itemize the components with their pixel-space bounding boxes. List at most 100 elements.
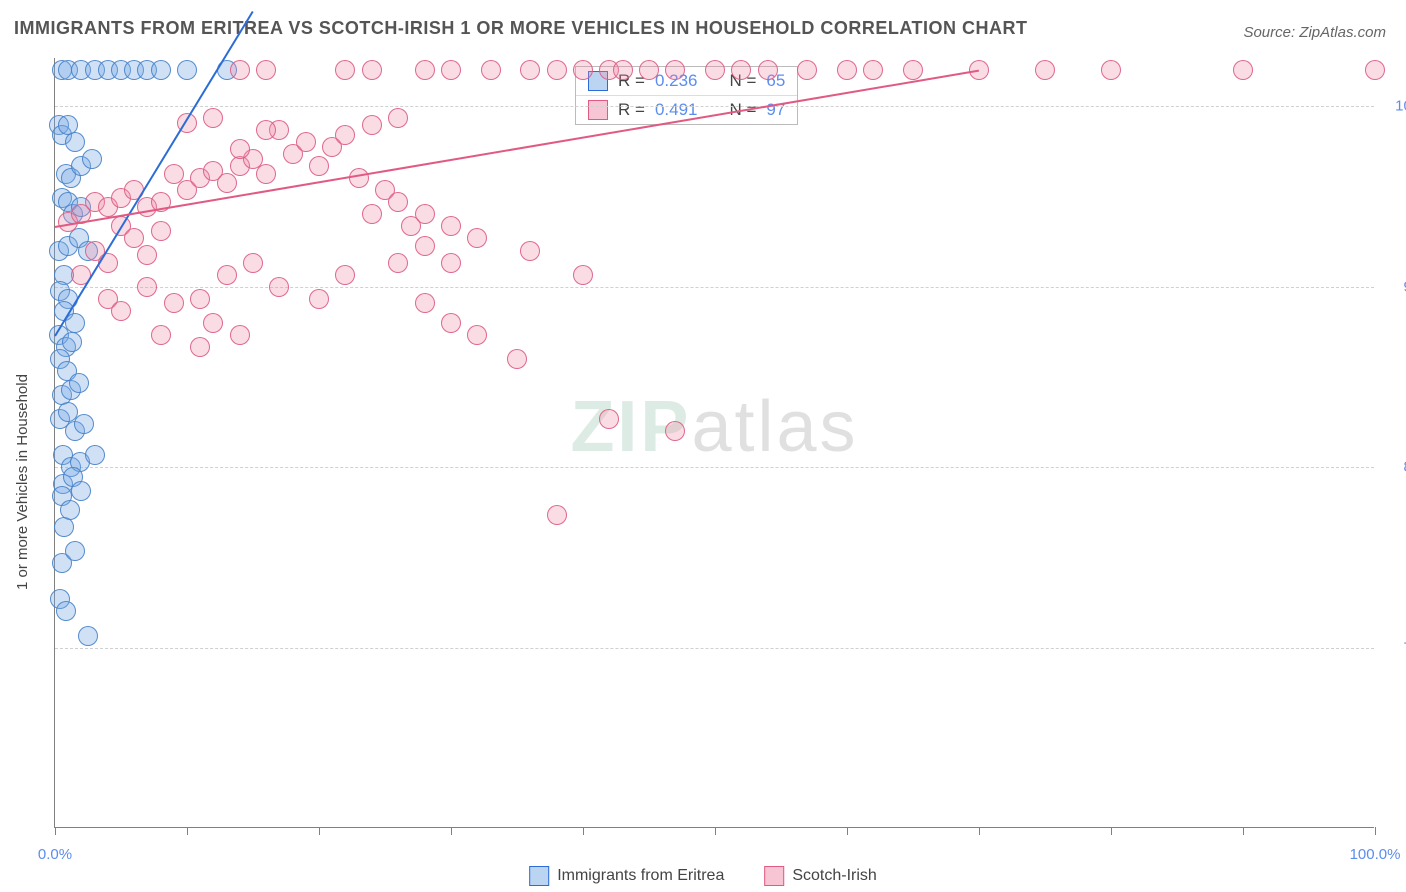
- gridline-h: [55, 106, 1374, 107]
- data-point-pink: [613, 60, 633, 80]
- data-point-pink: [335, 265, 355, 285]
- data-point-blue: [71, 481, 91, 501]
- data-point-blue: [54, 517, 74, 537]
- x-tick: [1111, 827, 1112, 835]
- data-point-pink: [230, 325, 250, 345]
- data-point-pink: [256, 120, 276, 140]
- data-point-pink: [520, 241, 540, 261]
- data-point-blue: [69, 373, 89, 393]
- data-point-pink: [190, 289, 210, 309]
- data-point-pink: [388, 192, 408, 212]
- data-point-blue: [78, 626, 98, 646]
- legend-swatch-blue-icon: [529, 866, 549, 886]
- gridline-h: [55, 467, 1374, 468]
- data-point-pink: [164, 164, 184, 184]
- x-tick: [319, 827, 320, 835]
- x-tick: [583, 827, 584, 835]
- data-point-pink: [415, 236, 435, 256]
- x-tick-label: 100.0%: [1350, 846, 1401, 863]
- data-point-pink: [349, 168, 369, 188]
- data-point-pink: [296, 132, 316, 152]
- x-tick: [451, 827, 452, 835]
- data-point-pink: [573, 265, 593, 285]
- data-point-pink: [1233, 60, 1253, 80]
- data-point-pink: [203, 108, 223, 128]
- data-point-pink: [1101, 60, 1121, 80]
- y-tick-label: 92.5%: [1382, 278, 1406, 295]
- data-point-blue: [62, 332, 82, 352]
- r-value-2: 0.491: [655, 100, 698, 120]
- data-point-pink: [415, 204, 435, 224]
- data-point-pink: [309, 289, 329, 309]
- data-point-pink: [441, 216, 461, 236]
- data-point-pink: [203, 313, 223, 333]
- data-point-pink: [441, 313, 461, 333]
- data-point-pink: [309, 156, 329, 176]
- data-point-pink: [507, 349, 527, 369]
- data-point-pink: [217, 173, 237, 193]
- data-point-blue: [65, 541, 85, 561]
- data-point-pink: [217, 265, 237, 285]
- data-point-blue: [85, 445, 105, 465]
- data-point-pink: [362, 60, 382, 80]
- data-point-pink: [573, 60, 593, 80]
- data-point-pink: [269, 277, 289, 297]
- legend-label-2: Scotch-Irish: [792, 867, 876, 885]
- x-tick: [1243, 827, 1244, 835]
- data-point-pink: [335, 60, 355, 80]
- y-tick-label: 100.0%: [1382, 98, 1406, 115]
- data-point-pink: [151, 221, 171, 241]
- gridline-h: [55, 648, 1374, 649]
- data-point-pink: [441, 60, 461, 80]
- data-point-pink: [362, 204, 382, 224]
- data-point-pink: [256, 164, 276, 184]
- data-point-pink: [467, 325, 487, 345]
- data-point-pink: [1035, 60, 1055, 80]
- data-point-pink: [837, 60, 857, 80]
- regression-line-pink: [55, 70, 979, 228]
- data-point-pink: [124, 228, 144, 248]
- x-tick: [55, 827, 56, 835]
- data-point-pink: [137, 277, 157, 297]
- plot-area: ZIPatlas R = 0.236 N = 65 R = 0.491 N = …: [54, 58, 1374, 828]
- data-point-pink: [639, 60, 659, 80]
- x-tick: [187, 827, 188, 835]
- data-point-pink: [362, 115, 382, 135]
- legend-swatch-pink-icon: [764, 866, 784, 886]
- data-point-pink: [230, 60, 250, 80]
- legend-label-1: Immigrants from Eritrea: [557, 867, 724, 885]
- data-point-pink: [335, 125, 355, 145]
- data-point-pink: [388, 253, 408, 273]
- data-point-pink: [599, 409, 619, 429]
- data-point-pink: [547, 505, 567, 525]
- data-point-pink: [230, 139, 250, 159]
- data-point-blue: [177, 60, 197, 80]
- x-tick-label: 0.0%: [38, 846, 72, 863]
- chart-title: IMMIGRANTS FROM ERITREA VS SCOTCH-IRISH …: [14, 18, 1028, 39]
- gridline-h: [55, 287, 1374, 288]
- data-point-pink: [111, 301, 131, 321]
- y-tick-label: 85.0%: [1382, 459, 1406, 476]
- data-point-pink: [665, 421, 685, 441]
- data-point-blue: [56, 601, 76, 621]
- x-tick: [979, 827, 980, 835]
- data-point-pink: [731, 60, 751, 80]
- data-point-pink: [665, 60, 685, 80]
- swatch-pink-icon: [588, 100, 608, 120]
- legend-item-series1: Immigrants from Eritrea: [529, 866, 724, 886]
- data-point-pink: [797, 60, 817, 80]
- data-point-pink: [520, 60, 540, 80]
- data-point-pink: [705, 60, 725, 80]
- data-point-pink: [256, 60, 276, 80]
- bottom-legend: Immigrants from Eritrea Scotch-Irish: [529, 866, 877, 886]
- x-tick: [715, 827, 716, 835]
- data-point-pink: [137, 245, 157, 265]
- data-point-pink: [1365, 60, 1385, 80]
- data-point-pink: [863, 60, 883, 80]
- watermark-atlas: atlas: [691, 387, 858, 467]
- data-point-blue: [151, 60, 171, 80]
- x-tick: [847, 827, 848, 835]
- data-point-pink: [415, 293, 435, 313]
- x-tick: [1375, 827, 1376, 835]
- data-point-pink: [547, 60, 567, 80]
